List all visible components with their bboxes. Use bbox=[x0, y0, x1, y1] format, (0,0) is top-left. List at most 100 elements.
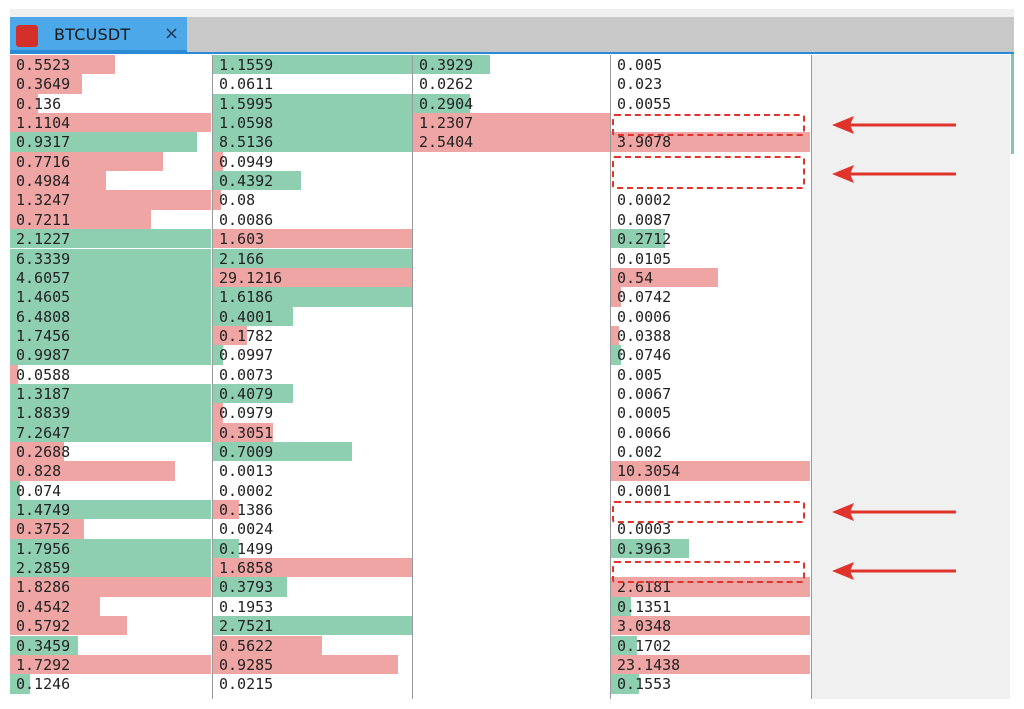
trade-cell: 4.6057 bbox=[10, 267, 211, 288]
trades-grid: 0.5523 0.3649 0.136 1.1104 0.9317 0.7716 0.498… bbox=[10, 55, 1010, 699]
trade-cell: 0.9285 bbox=[213, 654, 412, 675]
tab-btcusdt[interactable]: BTCUSDT × bbox=[10, 17, 187, 52]
trade-cell: 0.1499 bbox=[213, 538, 412, 559]
sell-volume-bar bbox=[213, 190, 221, 210]
trade-cell: 0.023 bbox=[611, 74, 810, 93]
red-square-icon bbox=[16, 25, 38, 47]
trade-size: 0.3752 bbox=[16, 520, 71, 539]
buy-volume-bar bbox=[213, 113, 412, 133]
trade-cell: 6.3339 bbox=[10, 248, 211, 268]
buy-volume-bar bbox=[213, 55, 412, 75]
sell-volume-bar bbox=[413, 113, 611, 133]
trade-cell: 1.7456 bbox=[10, 325, 211, 346]
trade-cell: 0.3929 bbox=[413, 55, 611, 75]
trade-cell: 1.0598 bbox=[213, 113, 412, 133]
trade-cell: 1.8286 bbox=[10, 577, 211, 597]
buy-volume-bar bbox=[10, 248, 211, 268]
trade-cell: 0.002 bbox=[611, 442, 810, 461]
trade-size: 0.2688 bbox=[16, 443, 71, 461]
tab-title: BTCUSDT bbox=[54, 25, 131, 44]
sell-volume-bar bbox=[213, 403, 223, 423]
trade-cell: 0.4079 bbox=[213, 383, 412, 404]
trade-size: 1.603 bbox=[219, 230, 265, 249]
trade-cell: 0.0388 bbox=[611, 325, 810, 346]
sell-volume-bar bbox=[213, 422, 273, 442]
trade-size: 1.1559 bbox=[219, 56, 274, 74]
trade-size: 0.1702 bbox=[617, 636, 672, 655]
trade-size: 0.828 bbox=[16, 462, 62, 481]
trade-cell: 0.08 bbox=[213, 190, 412, 210]
trade-cell: 1.7956 bbox=[10, 538, 211, 559]
trade-size: 0.4392 bbox=[219, 172, 274, 191]
sell-volume-bar bbox=[611, 461, 810, 481]
trade-size: 0.3963 bbox=[617, 539, 672, 558]
trade-cell: 0.0742 bbox=[611, 287, 810, 307]
buy-volume-bar bbox=[10, 635, 78, 655]
buy-volume-bar bbox=[213, 248, 412, 268]
sell-volume-bar bbox=[213, 635, 322, 655]
close-icon[interactable]: × bbox=[164, 23, 180, 44]
buy-volume-bar bbox=[10, 229, 211, 249]
trade-size: 0.0262 bbox=[419, 75, 474, 94]
column-divider bbox=[811, 55, 812, 699]
trade-cell: 1.1559 bbox=[213, 55, 412, 75]
trade-cell: 0.828 bbox=[10, 461, 211, 481]
trade-cell: 0.3752 bbox=[10, 519, 211, 539]
buy-volume-bar bbox=[611, 345, 621, 365]
trade-size: 1.7456 bbox=[16, 326, 71, 345]
trade-cell: 0.1386 bbox=[213, 500, 412, 520]
sell-volume-bar bbox=[10, 616, 127, 636]
trade-cell: 1.603 bbox=[213, 229, 412, 249]
trade-size: 1.8286 bbox=[16, 578, 71, 597]
edge-indicator bbox=[1011, 54, 1014, 154]
trade-size: 0.4542 bbox=[16, 597, 71, 616]
trade-cell: 0.074 bbox=[10, 480, 211, 501]
trade-size: 0.0002 bbox=[219, 481, 274, 500]
trade-cell: 2.2859 bbox=[10, 558, 211, 578]
buy-volume-bar bbox=[10, 558, 211, 578]
sell-volume-bar bbox=[213, 325, 247, 346]
sell-volume-bar bbox=[213, 267, 412, 288]
trade-cell: 7.2647 bbox=[10, 422, 211, 442]
trade-size: 2.7521 bbox=[219, 617, 274, 636]
trade-size: 3.9078 bbox=[617, 133, 672, 152]
trade-size: 0.7211 bbox=[16, 210, 71, 229]
trade-size: 2.5404 bbox=[419, 133, 474, 152]
buy-volume-bar bbox=[213, 383, 293, 404]
sell-volume-bar bbox=[10, 461, 175, 481]
sell-volume-bar bbox=[10, 74, 82, 94]
trade-size: 0.3649 bbox=[16, 75, 71, 94]
column-4: 0.005 0.023 0.0055 3.9078 0.0002 0.0087 0.2712… bbox=[611, 55, 810, 699]
trade-cell: 0.9987 bbox=[10, 345, 211, 365]
buy-volume-bar bbox=[611, 674, 639, 694]
trade-size: 1.4605 bbox=[16, 288, 71, 307]
window-top-strip bbox=[10, 9, 1014, 17]
trade-size: 0.2712 bbox=[617, 230, 672, 249]
trade-size: 0.7009 bbox=[219, 443, 274, 461]
buy-volume-bar bbox=[10, 267, 211, 288]
trade-size: 0.0997 bbox=[219, 346, 274, 365]
trade-cell: 0.1351 bbox=[611, 596, 810, 617]
trade-cell: 0.0262 bbox=[413, 74, 611, 93]
buy-volume-bar bbox=[10, 132, 197, 152]
trade-cell: 1.2307 bbox=[413, 113, 611, 133]
trade-size: 1.8839 bbox=[16, 404, 71, 423]
trade-cell: 0.1953 bbox=[213, 597, 412, 616]
column-2: 1.1559 0.0611 1.5995 1.0598 8.5136 0.0949 0.43… bbox=[213, 55, 412, 699]
trade-size: 6.4808 bbox=[16, 307, 71, 326]
trade-cell: 0.0746 bbox=[611, 345, 810, 365]
trade-cell: 0.0087 bbox=[611, 210, 810, 229]
trade-size: 0.9987 bbox=[16, 346, 71, 365]
trade-size: 0.0066 bbox=[617, 423, 672, 442]
trade-size: 1.2307 bbox=[419, 114, 474, 133]
buy-volume-bar bbox=[213, 132, 412, 152]
trade-size: 0.0588 bbox=[16, 365, 71, 384]
trade-size: 1.6186 bbox=[219, 288, 274, 307]
trade-size: 0.2904 bbox=[419, 94, 474, 113]
trade-size: 0.0742 bbox=[617, 288, 672, 307]
buy-volume-bar bbox=[213, 577, 287, 597]
trade-size: 0.5523 bbox=[16, 56, 71, 74]
column-1: 0.5523 0.3649 0.136 1.1104 0.9317 0.7716 0.498… bbox=[10, 55, 211, 699]
buy-volume-bar bbox=[213, 616, 412, 636]
annotation-box bbox=[612, 501, 805, 523]
